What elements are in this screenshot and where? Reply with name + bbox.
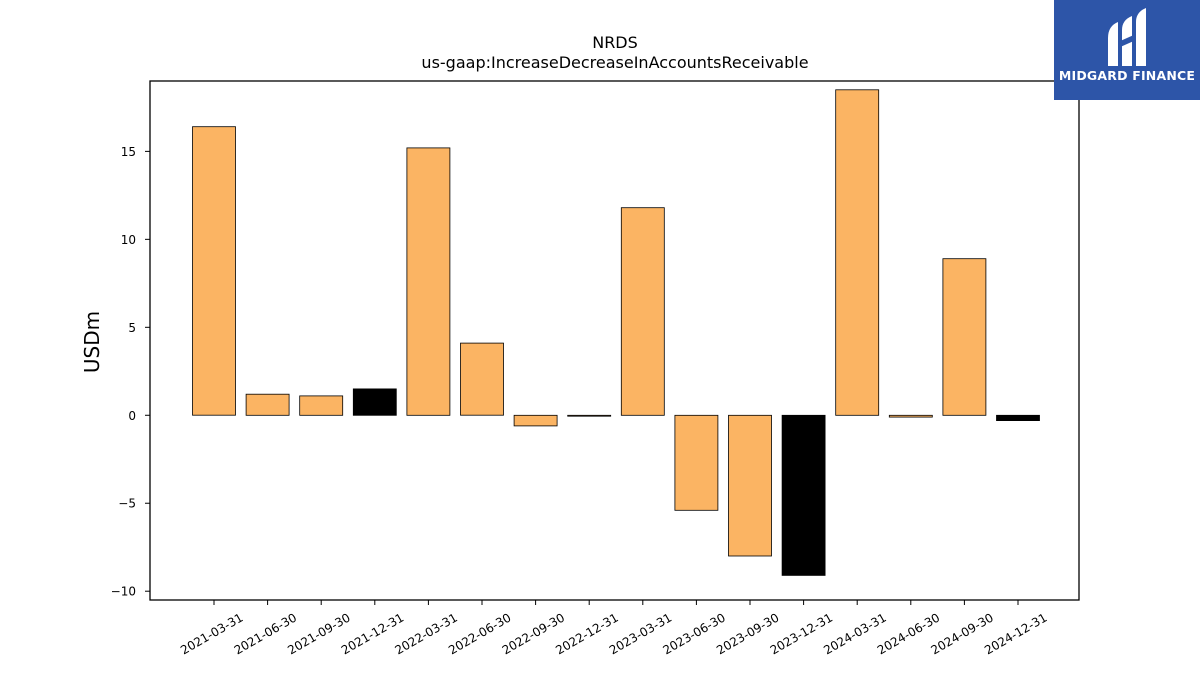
plot-frame (149, 80, 1080, 601)
y-tick-label: −5 (118, 497, 136, 511)
bar-2021-12-31 (352, 388, 397, 416)
bar-2022-03-31 (406, 147, 451, 416)
bar-2021-06-30 (245, 393, 290, 416)
y-tick-label: 15 (121, 145, 136, 159)
bar-2023-06-30 (674, 414, 719, 511)
bar-2023-09-30 (728, 414, 772, 557)
brand-name: MIDGARD FINANCE (1058, 68, 1196, 83)
logo-mark-icon (1108, 8, 1146, 66)
x-ticks-group: 2021-03-312021-06-302021-09-302021-12-31… (178, 600, 1050, 657)
bar-2022-09-30 (513, 414, 558, 427)
y-ticks-group: −10 −5 0 5 10 15 (111, 145, 150, 599)
y-tick-label: 10 (121, 233, 136, 247)
bar-2024-09-30 (942, 258, 987, 416)
bar-2024-06-30 (888, 414, 933, 418)
brand-logo: MIDGARD FINANCE (1054, 0, 1200, 100)
chart-title: NRDS (592, 33, 638, 52)
bar-2024-12-31 (996, 414, 1040, 421)
bar-2021-09-30 (299, 395, 344, 416)
y-tick-label: 0 (128, 409, 136, 423)
bar-2023-12-31 (781, 414, 826, 576)
y-tick-label: −10 (111, 585, 136, 599)
bars-group (192, 89, 1040, 576)
bar-2022-12-31 (567, 414, 612, 417)
bar-2023-03-31 (620, 207, 665, 416)
bar-2024-03-31 (835, 89, 880, 416)
y-axis-label: USDm (80, 311, 104, 373)
bar-2022-06-30 (460, 342, 504, 416)
chart-subtitle: us-gaap:IncreaseDecreaseInAccountsReceiv… (421, 53, 808, 72)
y-tick-label: 5 (128, 321, 136, 335)
bar-2021-03-31 (192, 126, 236, 416)
